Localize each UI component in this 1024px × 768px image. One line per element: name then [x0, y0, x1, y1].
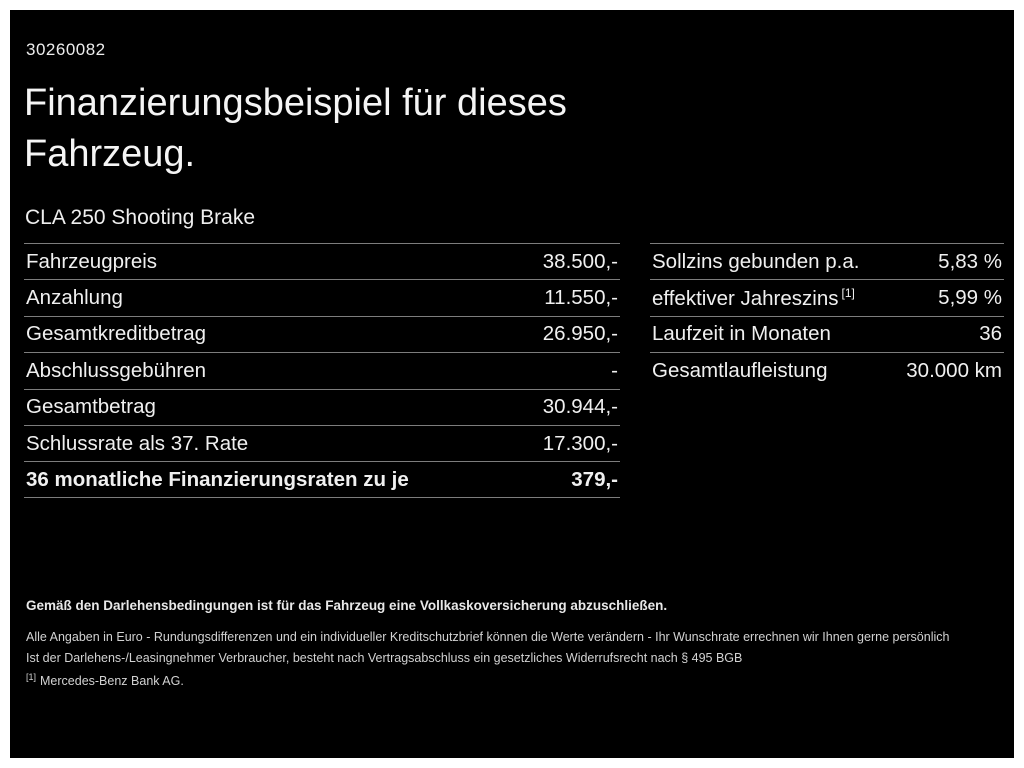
row-label: Gesamtbetrag — [26, 395, 156, 419]
row-value: 5,99 % — [938, 286, 1002, 310]
row-label: Abschlussgebühren — [26, 358, 207, 382]
row-label: Schlussrate als 37. Rate — [26, 431, 249, 455]
legal-note-2: Ist der Darlehens-/Leasingnehmer Verbrau… — [26, 651, 743, 665]
row-label: Gesamtkreditbetrag — [26, 322, 207, 346]
footnote-marker: [1] — [841, 285, 855, 300]
table-row: Schlussrate als 37. Rate 17.300,- — [24, 424, 620, 461]
table-row: Gesamtkreditbetrag 26.950,- — [24, 315, 620, 352]
table-row: Sollzins gebunden p.a. 5,83 % — [650, 243, 1004, 279]
row-label: Fahrzeugpreis — [26, 249, 158, 273]
bank-footnote: [1] Mercedes-Benz Bank AG. — [26, 672, 996, 688]
row-value: 36 — [979, 322, 1002, 346]
financing-example-page: 30260082 Finanzierungsbeispiel für diese… — [10, 10, 1014, 758]
table-row: Fahrzeugpreis 38.500,- — [24, 243, 620, 279]
document-id: 30260082 — [26, 40, 106, 59]
row-label: Laufzeit in Monaten — [652, 322, 831, 346]
page-title-line1: Finanzierungsbeispiel für dieses — [24, 82, 567, 124]
row-value: 38.500,- — [542, 249, 618, 273]
row-value: 5,83 % — [938, 249, 1002, 273]
table-row: Gesamtbetrag 30.944,- — [24, 388, 620, 425]
vehicle-model: CLA 250 Shooting Brake — [25, 206, 255, 229]
footnote-marker: [1] — [26, 672, 37, 682]
row-value: 17.300,- — [542, 431, 618, 455]
row-label: 36 monatliche Finanzierungsraten zu je — [26, 467, 409, 491]
page-title-line2: Fahrzeug. — [24, 133, 196, 176]
table-row: Laufzeit in Monaten 36 — [650, 315, 1004, 352]
legal-footer: Gemäß den Darlehensbedingungen ist für d… — [26, 598, 996, 688]
table-row: Gesamtlaufleistung 30.000 km — [650, 352, 1004, 388]
row-value: 26.950,- — [542, 322, 618, 346]
row-label: Gesamtlaufleistung — [652, 358, 828, 382]
row-value: 11.550,- — [544, 286, 618, 310]
table-row: Abschlussgebühren - — [24, 352, 620, 388]
legal-note-1: Alle Angaben in Euro - Rundungsdifferenz… — [26, 630, 950, 644]
row-label: effektiver Jahreszins [1] — [652, 285, 855, 310]
row-value: 379,- — [571, 467, 618, 491]
insurance-note: Gemäß den Darlehensbedingungen ist für d… — [26, 598, 668, 613]
financing-table-right: Sollzins gebunden p.a. 5,83 % effektiver… — [650, 243, 1004, 389]
row-value: - — [611, 358, 618, 382]
table-row: effektiver Jahreszins [1] 5,99 % — [650, 279, 1004, 315]
row-value: 30.944,- — [542, 395, 618, 419]
table-row-monthly-rate: 36 monatliche Finanzierungsraten zu je 3… — [24, 461, 620, 498]
row-label: Sollzins gebunden p.a. — [652, 249, 860, 273]
row-value: 30.000 km — [906, 358, 1002, 382]
page-title: Finanzierungsbeispiel für dieses Fahrzeu… — [24, 78, 567, 181]
footnote-text: Mercedes-Benz Bank AG. — [40, 674, 184, 689]
financing-table-left: Fahrzeugpreis 38.500,- Anzahlung 11.550,… — [24, 243, 620, 498]
table-row: Anzahlung 11.550,- — [24, 279, 620, 315]
row-label: Anzahlung — [26, 286, 123, 310]
